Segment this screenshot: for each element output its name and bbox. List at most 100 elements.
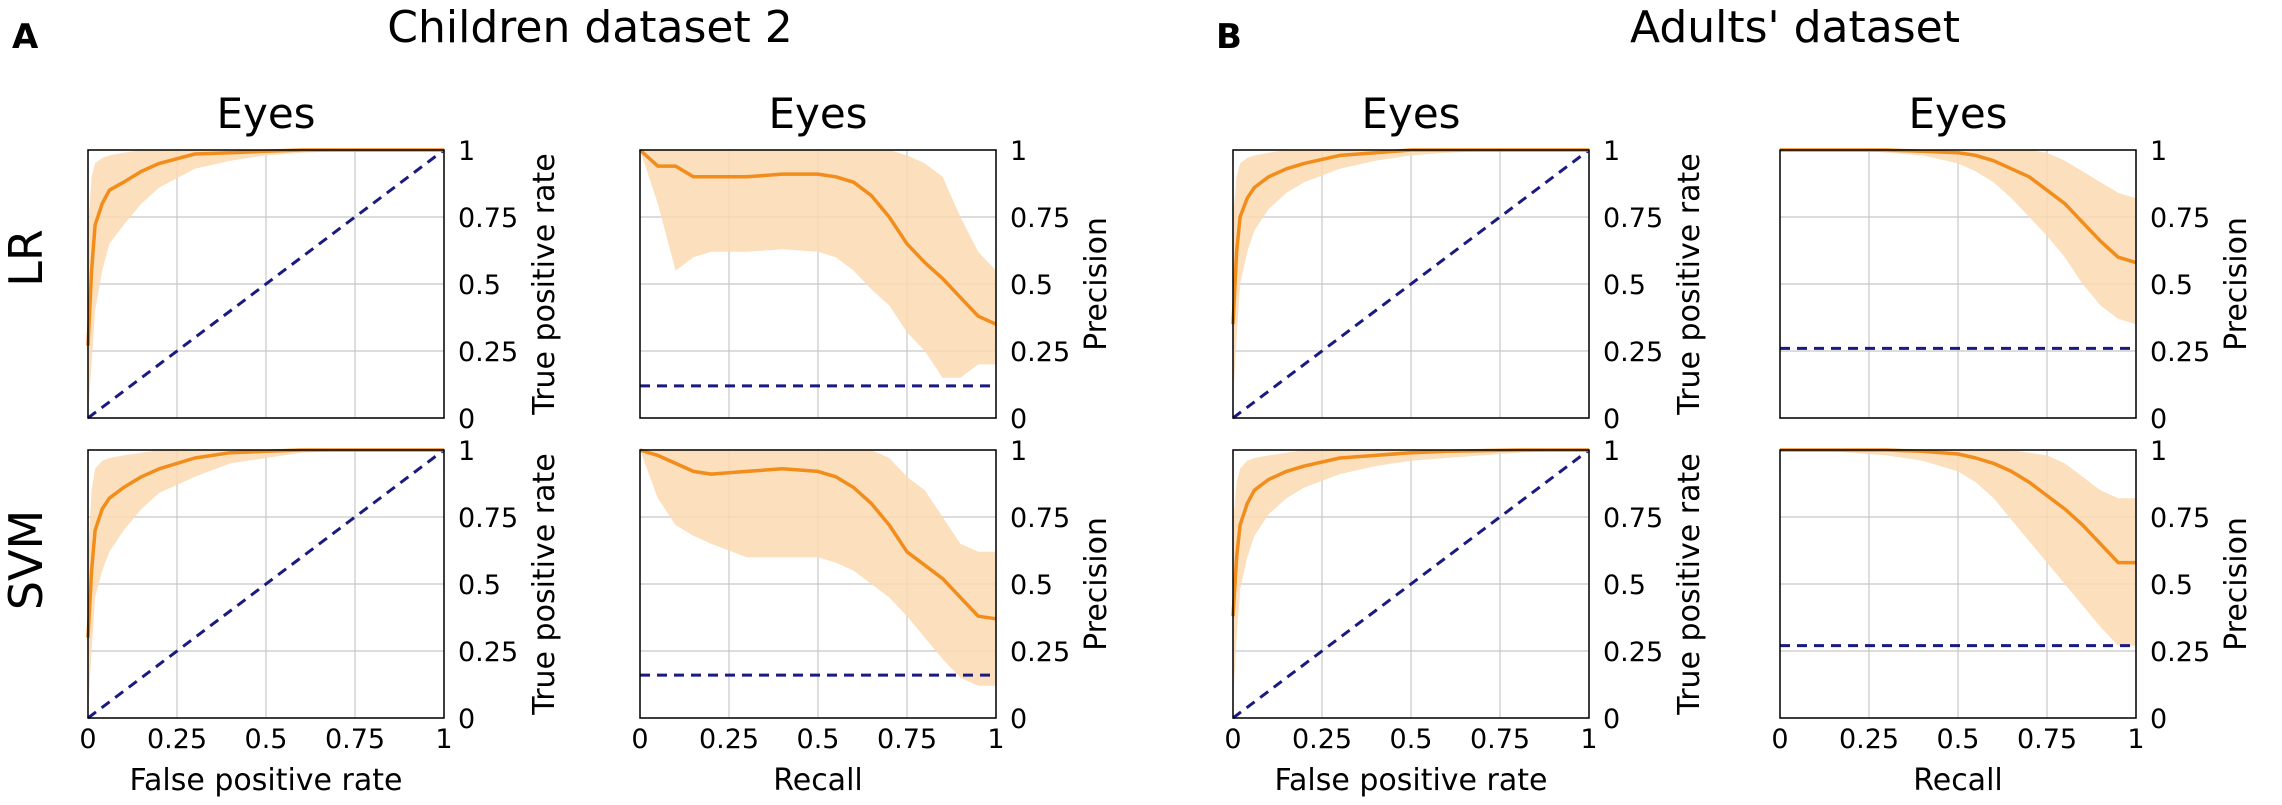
chart-a-svm-roc-confidence-band xyxy=(88,450,444,713)
chart-b-lr-roc-axes-frame xyxy=(1232,149,1590,419)
chart-b-lr-pr-ytick-label-0: 0 xyxy=(2150,404,2167,435)
chart-a-svm-pr-ylabel: Precision xyxy=(1079,517,1114,651)
chart-b-svm-pr-xtick-label-4: 1 xyxy=(2127,724,2144,755)
chart-b-lr-pr: 0 0.25 0.5 0.75 1 Precision Eyes xyxy=(1779,89,2254,435)
chart-b-svm-roc-xtick-label-4: 1 xyxy=(1580,724,1597,755)
chart-b-lr-roc-ytick-label-4: 1 xyxy=(1603,136,1620,167)
chart-b-svm-pr-axes-frame xyxy=(1779,449,2137,719)
chart-b-svm-pr-xtick-label-0: 0 xyxy=(1771,724,1788,755)
chart-a-lr-roc: 0 0.25 0.5 0.75 1 True positive rate Eyes xyxy=(86,89,562,435)
chart-a-lr-pr-ytick-label-3: 0.75 xyxy=(1010,203,1070,234)
chart-a-lr-roc-ytick-label-1: 0.25 xyxy=(458,337,518,368)
chart-a-svm-roc-xtick-label-1: 0.25 xyxy=(147,724,207,755)
chart-a-lr-pr: 0 0.25 0.5 0.75 1 Precision Eyes xyxy=(638,89,1114,435)
chart-a-lr-pr-ytick-label-1: 0.25 xyxy=(1010,337,1070,368)
chart-a-svm-roc-ytick-label-1: 0.25 xyxy=(458,637,518,668)
chart-a-svm-roc-axes-frame xyxy=(87,449,445,719)
chart-b-svm-pr-xtick-label-3: 0.75 xyxy=(2017,724,2077,755)
chart-b-svm-pr-ytick-label-2: 0.5 xyxy=(2150,570,2193,601)
chart-a-svm-pr-mean-curve xyxy=(639,448,997,621)
chart-b-svm-roc-ytick-label-0: 0 xyxy=(1603,704,1620,735)
chart-b-svm-pr-ytick-label-4: 1 xyxy=(2150,436,2167,467)
chart-a-lr-roc-axes-frame xyxy=(87,149,445,419)
chart-a-svm-roc-ytick-label-3: 0.75 xyxy=(458,503,518,534)
chart-a-svm-pr-xtick-label-2: 0.5 xyxy=(797,724,840,755)
chart-b-svm-roc-confidence-band xyxy=(1233,450,1589,705)
chart-b-lr-roc-ytick-label-2: 0.5 xyxy=(1603,270,1646,301)
chart-b-svm-pr-ylabel: Precision xyxy=(2219,517,2254,651)
chart-a-lr-roc-confidence-band xyxy=(88,150,444,413)
chart-b-lr-roc-chance-diagonal xyxy=(1232,148,1590,420)
charts-container: 0 0.25 0.5 0.75 1 True positive rate Eyes 0 0.25… xyxy=(79,89,2254,798)
chart-b-svm-roc-xtick-label-1: 0.25 xyxy=(1292,724,1352,755)
panel-letter-a: A xyxy=(12,17,39,57)
chart-a-lr-pr-axes-frame xyxy=(639,149,997,419)
chart-b-svm-pr-ytick-label-1: 0.25 xyxy=(2150,637,2210,668)
chart-b-svm-pr-xtick-label-1: 0.25 xyxy=(1839,724,1899,755)
chart-a-lr-pr-mean-curve xyxy=(638,148,997,326)
chart-a-svm-pr-ytick-label-3: 0.75 xyxy=(1010,503,1070,534)
chart-a-svm-pr-xtick-label-1: 0.25 xyxy=(699,724,759,755)
chart-a-svm-pr-xtick-label-4: 1 xyxy=(987,724,1004,755)
chart-a-svm-pr-ytick-label-0: 0 xyxy=(1010,704,1027,735)
chart-a-lr-roc-title: Eyes xyxy=(216,89,315,138)
row-label-svm: SVM xyxy=(0,510,53,610)
chart-b-lr-roc-ytick-label-3: 0.75 xyxy=(1603,203,1663,234)
panel-title-b: Adults' dataset xyxy=(1630,2,1960,53)
chart-a-svm-roc-ylabel: True positive rate xyxy=(527,453,562,715)
chart-b-svm-pr-ytick-label-3: 0.75 xyxy=(2150,503,2210,534)
chart-a-lr-roc-chance-diagonal xyxy=(87,148,445,420)
chart-b-svm-roc-chance-diagonal xyxy=(1232,448,1590,720)
chart-b-svm-pr-xtick-label-2: 0.5 xyxy=(1937,724,1980,755)
chart-a-lr-roc-ytick-label-0: 0 xyxy=(458,404,475,435)
panel-title-a: Children dataset 2 xyxy=(387,2,792,53)
chart-b-svm-roc-xtick-label-2: 0.5 xyxy=(1390,724,1433,755)
chart-a-lr-pr-ytick-label-4: 1 xyxy=(1010,136,1027,167)
chart-a-svm-roc-xtick-label-3: 0.75 xyxy=(325,724,385,755)
chart-a-lr-roc-ylabel: True positive rate xyxy=(527,153,562,415)
chart-b-svm-pr-ytick-label-0: 0 xyxy=(2150,704,2167,735)
chart-a-svm-roc-xlabel: False positive rate xyxy=(130,763,403,798)
chart-b-svm-roc-xtick-label-0: 0 xyxy=(1224,724,1241,755)
chart-b-svm-roc-ytick-label-3: 0.75 xyxy=(1603,503,1663,534)
chart-a-lr-pr-ytick-label-0: 0 xyxy=(1010,404,1027,435)
chart-a-lr-pr-ytick-label-2: 0.5 xyxy=(1010,270,1053,301)
chart-b-lr-pr-ylabel: Precision xyxy=(2219,217,2254,351)
chart-a-svm-pr-ytick-label-2: 0.5 xyxy=(1010,570,1053,601)
chart-b-lr-pr-axes-frame xyxy=(1779,149,2137,419)
chart-b-svm-roc-xtick-label-3: 0.75 xyxy=(1470,724,1530,755)
chart-b-lr-pr-title: Eyes xyxy=(1908,89,2007,138)
chart-a-svm-roc-ytick-label-0: 0 xyxy=(458,704,475,735)
chart-a-svm-pr-ytick-label-4: 1 xyxy=(1010,436,1027,467)
panel-letter-b: B xyxy=(1216,17,1242,57)
chart-a-svm-pr-xlabel: Recall xyxy=(773,763,863,798)
chart-a-svm-roc-xtick-label-0: 0 xyxy=(79,724,96,755)
chart-a-lr-pr-confidence-band xyxy=(640,150,996,378)
chart-a-svm-roc-xtick-label-2: 0.5 xyxy=(245,724,288,755)
chart-b-svm-roc-xlabel: False positive rate xyxy=(1275,763,1548,798)
chart-b-lr-pr-ytick-label-3: 0.75 xyxy=(2150,203,2210,234)
chart-b-lr-pr-ytick-label-2: 0.5 xyxy=(2150,270,2193,301)
chart-a-lr-pr-title: Eyes xyxy=(768,89,867,138)
chart-a-svm-pr-xtick-label-0: 0 xyxy=(631,724,648,755)
chart-b-svm-roc-ytick-label-2: 0.5 xyxy=(1603,570,1646,601)
chart-b-svm-roc-ylabel: True positive rate xyxy=(1672,453,1707,715)
chart-a-svm-pr-confidence-band xyxy=(640,450,996,686)
chart-b-svm-roc-ytick-label-4: 1 xyxy=(1603,436,1620,467)
chart-b-svm-roc-axes-frame xyxy=(1232,449,1590,719)
chart-a-lr-roc-ytick-label-4: 1 xyxy=(458,136,475,167)
chart-a-svm-roc-chance-diagonal xyxy=(87,448,445,720)
row-label-lr: LR xyxy=(0,229,53,287)
chart-b-lr-pr-ytick-label-4: 1 xyxy=(2150,136,2167,167)
chart-b-svm-roc-ytick-label-1: 0.25 xyxy=(1603,637,1663,668)
chart-b-lr-roc-ytick-label-0: 0 xyxy=(1603,404,1620,435)
chart-a-lr-roc-ytick-label-2: 0.5 xyxy=(458,270,501,301)
chart-a-lr-roc-ytick-label-3: 0.75 xyxy=(458,203,518,234)
chart-b-lr-roc-title: Eyes xyxy=(1361,89,1460,138)
chart-b-svm-roc-mean-curve xyxy=(1231,448,1589,617)
chart-b-lr-roc-ylabel: True positive rate xyxy=(1672,153,1707,415)
